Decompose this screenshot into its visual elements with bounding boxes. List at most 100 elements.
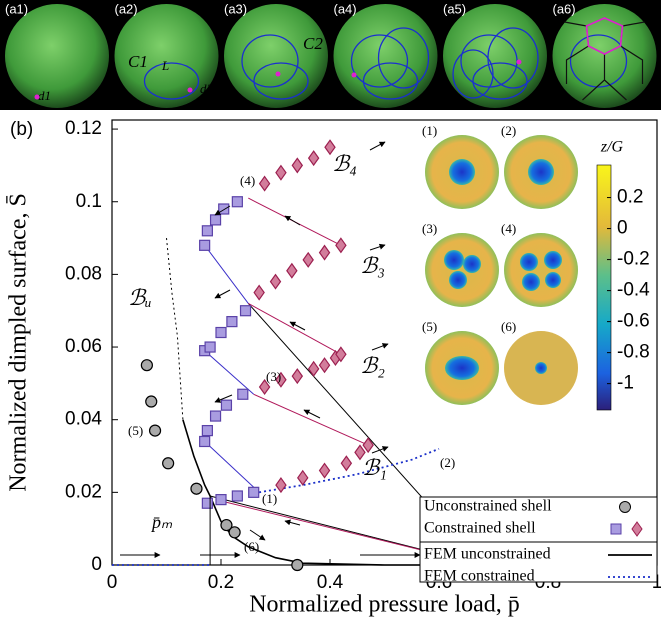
annotation: ℬ₁ bbox=[362, 455, 387, 480]
y-tick-label: 0.02 bbox=[65, 481, 102, 502]
inset-dimple bbox=[445, 356, 479, 380]
square-marker bbox=[215, 494, 227, 506]
arrow bbox=[369, 141, 386, 151]
diamond-marker bbox=[318, 357, 331, 374]
diamond-marker bbox=[307, 360, 320, 377]
circle-marker bbox=[140, 359, 153, 372]
square-marker bbox=[209, 214, 222, 226]
inset-dimple bbox=[444, 250, 464, 270]
diamond-marker bbox=[307, 150, 320, 167]
diamond-marker bbox=[335, 237, 347, 254]
annotation: ℬᵤ bbox=[128, 285, 152, 310]
legend-swatch bbox=[610, 523, 622, 535]
diamond-marker bbox=[302, 251, 314, 268]
circle-marker bbox=[162, 457, 175, 470]
square-marker bbox=[220, 399, 233, 411]
colorbar-title: z/G bbox=[600, 139, 624, 156]
square-marker bbox=[237, 388, 249, 400]
inset-disc bbox=[425, 233, 499, 307]
diamond-marker bbox=[286, 262, 298, 279]
diamond-marker bbox=[354, 444, 366, 461]
x-tick-label: 0.4 bbox=[317, 572, 344, 593]
square-marker bbox=[204, 341, 216, 353]
ring bbox=[377, 27, 430, 89]
insets: (1) (2) (3) (4) (5) (6) z/G 0.2 0 -0.2 -0.4 -0.6 -0.… bbox=[422, 123, 650, 411]
annotation: (3) bbox=[266, 369, 281, 384]
legend-label: Unconstrained shell bbox=[424, 498, 552, 515]
panel-label: (a2) bbox=[115, 1, 138, 16]
square-marker bbox=[201, 225, 213, 237]
diamond-marker bbox=[275, 371, 287, 388]
spheres: (a1) (a2) (a3) (a4) (a5) (a6) d1 d2 C1 L C2 bbox=[5, 1, 657, 108]
panel-label: (a1) bbox=[5, 1, 28, 16]
branch-line bbox=[204, 350, 255, 395]
colorbar-tick-label: -0.4 bbox=[617, 280, 650, 301]
diamond-marker bbox=[318, 462, 331, 479]
arrow bbox=[303, 409, 321, 419]
annotation: ℬ₃ bbox=[360, 253, 385, 278]
circle-marker bbox=[148, 424, 162, 437]
ring bbox=[569, 34, 628, 88]
annotation: (5) bbox=[128, 423, 143, 438]
arrow bbox=[284, 519, 301, 526]
diamond-marker bbox=[291, 157, 304, 174]
inset-dimple bbox=[544, 251, 562, 269]
arrow bbox=[369, 243, 386, 251]
hex-highlight bbox=[585, 17, 624, 55]
square-marker bbox=[209, 410, 222, 422]
diamond-marker bbox=[318, 244, 331, 261]
branch-line bbox=[204, 244, 249, 304]
sphere bbox=[5, 4, 109, 108]
arrow bbox=[371, 343, 389, 351]
inset-label: (4) bbox=[501, 221, 516, 236]
legend-swatch bbox=[619, 501, 631, 513]
diamond-marker bbox=[362, 437, 374, 454]
y-tick-label: 0.12 bbox=[65, 118, 102, 139]
x-axis-label: Normalized pressure load, p̄ bbox=[249, 592, 520, 618]
fem-curve bbox=[182, 419, 657, 566]
annotation: (2) bbox=[440, 455, 455, 470]
dimple-point bbox=[34, 94, 40, 100]
annotation: d1 bbox=[38, 88, 51, 103]
square-marker bbox=[231, 490, 243, 502]
panel-label: (a5) bbox=[443, 1, 466, 16]
legend-box bbox=[419, 541, 658, 583]
panel-label: (a4) bbox=[334, 1, 357, 16]
annotation: L bbox=[161, 58, 169, 73]
annotation: (4) bbox=[240, 173, 255, 188]
inset-dimple bbox=[449, 159, 475, 185]
square-marker bbox=[218, 203, 230, 215]
inset-label: (2) bbox=[501, 123, 516, 138]
x-tick-label: 1 bbox=[652, 572, 661, 593]
y-tick-label: 0.1 bbox=[76, 191, 102, 212]
diamond-marker bbox=[335, 346, 347, 363]
inset-disc bbox=[504, 233, 578, 307]
annotation: ℬ₄ bbox=[332, 151, 357, 176]
inset-dimple bbox=[522, 273, 540, 291]
arrow bbox=[289, 321, 306, 331]
inset-label: (6) bbox=[501, 319, 516, 334]
colorbar-tick-label: -0.8 bbox=[617, 342, 650, 363]
legend: Unconstrained shell Constrained shell FEM … bbox=[419, 496, 658, 585]
sphere bbox=[114, 4, 219, 108]
diamond-marker bbox=[297, 469, 309, 486]
inset-dimple bbox=[528, 159, 554, 185]
fem-curve bbox=[112, 447, 440, 566]
diamond-marker bbox=[275, 477, 287, 494]
square-marker bbox=[201, 424, 213, 437]
panel-label: (a6) bbox=[553, 1, 576, 16]
circle-marker bbox=[190, 482, 203, 495]
dimple-point bbox=[275, 71, 281, 77]
annotation: p̄ₘ bbox=[150, 512, 173, 532]
annotation: C1 bbox=[128, 52, 148, 71]
inset-label: (3) bbox=[422, 221, 437, 236]
colorbar-tick-label: -0.6 bbox=[617, 311, 650, 332]
arrow bbox=[371, 446, 389, 454]
diamond-marker bbox=[324, 139, 336, 156]
branch-line bbox=[166, 238, 184, 420]
ring bbox=[472, 62, 528, 100]
square-marker bbox=[199, 435, 211, 448]
diamond-marker bbox=[291, 368, 304, 385]
colorbar-tick-label: 0 bbox=[617, 218, 628, 239]
